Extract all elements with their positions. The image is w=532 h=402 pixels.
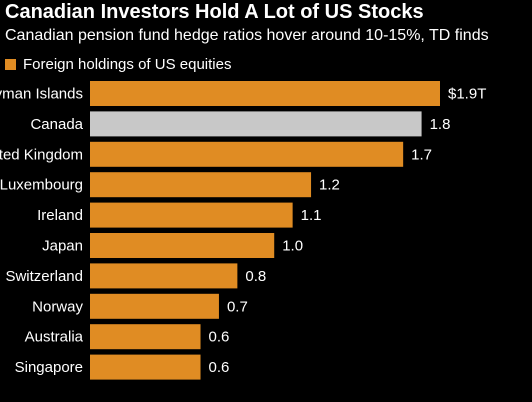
category-label: Ireland (37, 207, 83, 224)
category-label: Cayman Islands (0, 86, 83, 103)
legend-label: Foreign holdings of US equities (23, 56, 232, 73)
legend: Foreign holdings of US equities (5, 56, 231, 73)
category-label: Japan (42, 238, 83, 255)
category-label: Norway (32, 298, 83, 315)
category-label: United Kingdom (0, 146, 83, 163)
chart-subtitle: Canadian pension fund hedge ratios hover… (5, 27, 489, 44)
value-label: 1.1 (301, 207, 322, 224)
bar-united-kingdom (90, 141, 404, 167)
value-label: 1.7 (411, 146, 432, 163)
value-label: 1.0 (282, 238, 303, 255)
value-label: 1.2 (319, 177, 340, 194)
category-label: Switzerland (5, 268, 83, 285)
category-label: Australia (25, 329, 84, 346)
bar-canada (90, 111, 422, 137)
bar-luxembourg (90, 172, 312, 198)
bar-ireland (90, 202, 293, 228)
bar-australia (90, 324, 201, 350)
value-label: 0.6 (209, 359, 230, 376)
value-label: 0.8 (245, 268, 266, 285)
value-label: 0.7 (227, 298, 248, 315)
value-label: 1.8 (430, 116, 451, 133)
bar-japan (90, 233, 275, 258)
chart-title: Canadian Investors Hold A Lot of US Stoc… (5, 1, 424, 23)
bar-singapore (90, 354, 201, 380)
bar-switzerland (90, 263, 238, 289)
category-label: Singapore (15, 359, 83, 376)
bar-norway (90, 293, 219, 319)
category-label: Luxembourg (0, 177, 83, 194)
legend-swatch (5, 59, 16, 70)
value-label: 0.6 (209, 329, 230, 346)
category-label: Canada (30, 116, 83, 133)
bar-cayman-islands (90, 81, 440, 106)
value-label: $1.9T (448, 86, 486, 103)
